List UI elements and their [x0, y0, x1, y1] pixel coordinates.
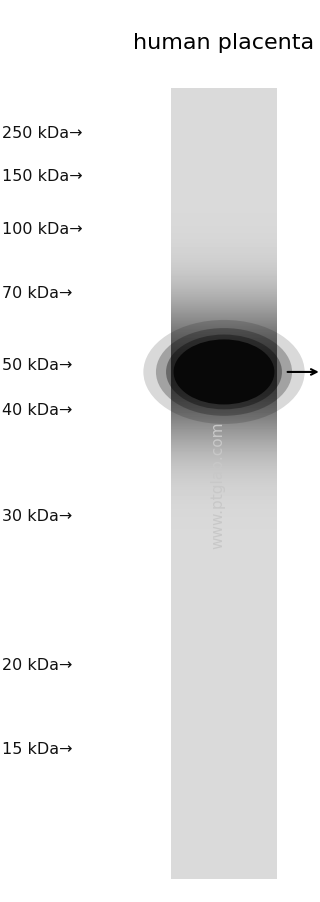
- Text: 30 kDa→: 30 kDa→: [2, 509, 72, 523]
- Ellipse shape: [143, 320, 305, 425]
- Ellipse shape: [173, 340, 274, 405]
- Text: 250 kDa→: 250 kDa→: [2, 126, 82, 141]
- Text: 70 kDa→: 70 kDa→: [2, 286, 72, 300]
- Ellipse shape: [166, 336, 282, 410]
- Text: human placenta: human placenta: [133, 33, 315, 53]
- Text: 100 kDa→: 100 kDa→: [2, 222, 82, 236]
- Text: 20 kDa→: 20 kDa→: [2, 658, 72, 672]
- Text: 50 kDa→: 50 kDa→: [2, 358, 72, 373]
- Text: 15 kDa→: 15 kDa→: [2, 741, 72, 756]
- Ellipse shape: [156, 328, 292, 417]
- Text: 40 kDa→: 40 kDa→: [2, 403, 72, 418]
- Text: 150 kDa→: 150 kDa→: [2, 170, 82, 184]
- Text: www.ptglab.com: www.ptglab.com: [210, 421, 225, 548]
